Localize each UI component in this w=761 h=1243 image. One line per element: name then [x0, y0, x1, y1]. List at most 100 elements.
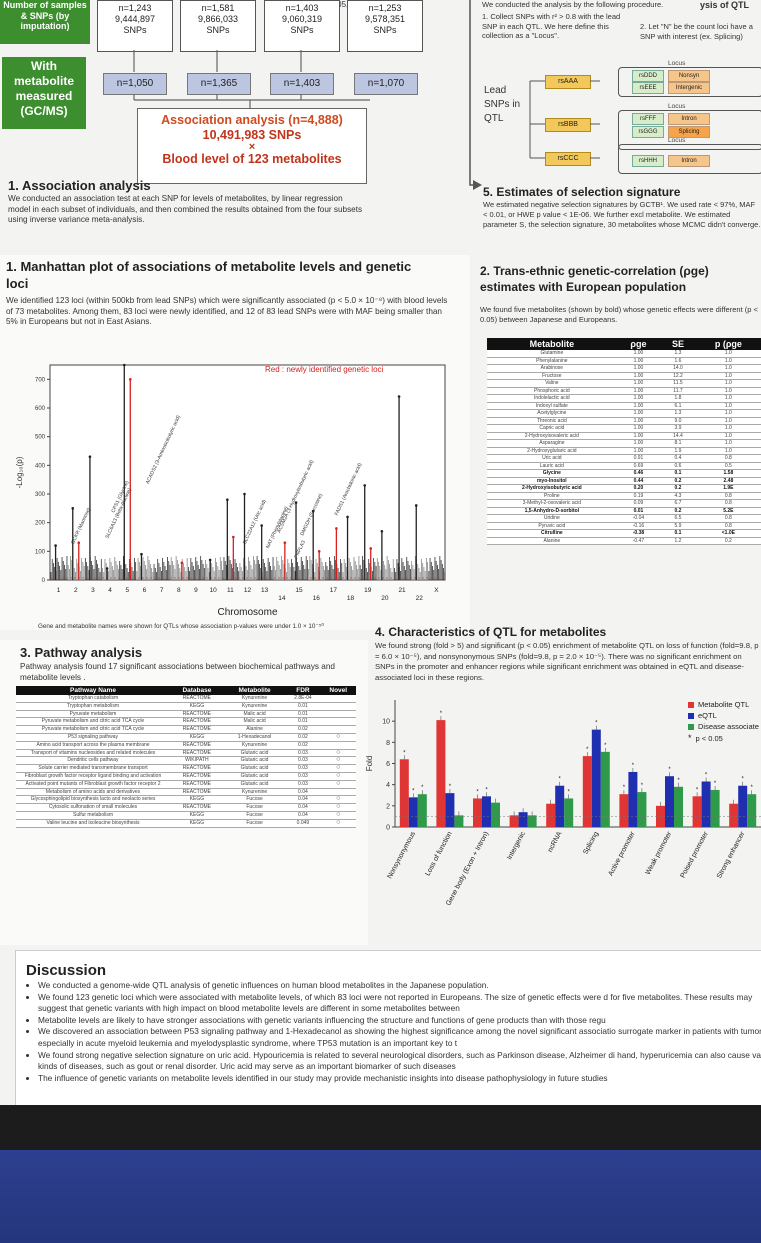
legend-label-disease: Disease associate	[698, 722, 759, 731]
table-cell: 0.1	[660, 469, 696, 478]
table-header-cell: Metabolite	[223, 686, 286, 695]
plot-frame	[49, 364, 446, 581]
association-blood: Blood level of 123 metabolites	[162, 152, 342, 166]
y-tick-label: 400	[35, 463, 46, 469]
locus-box	[618, 144, 761, 174]
locus-annotation: Intron	[668, 113, 710, 125]
sec4-title: 4. Characteristics of QTL for metabolite…	[375, 625, 607, 639]
peak-point	[363, 484, 367, 487]
table-cell: 6.5	[660, 514, 696, 523]
table-cell: 1.00	[616, 432, 661, 440]
table-cell: Arabinose	[487, 364, 617, 373]
significance-star: *	[742, 777, 745, 783]
metabolite-table: Metabolite ρge SE p (ρge Glutamine 1.00 1.3 1.0…	[487, 338, 761, 545]
table-cell: Alanine	[223, 725, 286, 734]
table-row: Pyruvic acid -0.16 5.9 0.8	[487, 522, 761, 530]
discussion-title: Discussion	[26, 962, 107, 979]
poster-board-edge	[0, 1105, 761, 1150]
fold-bar	[637, 792, 647, 827]
table-cell: 1.00	[616, 372, 661, 380]
lead-snp-chip: rsCCC	[545, 152, 591, 166]
fold-bar	[600, 751, 610, 827]
table-row: Pyruvate metabolism and citric acid TCA …	[16, 717, 356, 727]
cohort-n: n=1,581	[201, 3, 235, 13]
table-cell: myo-Inositol	[487, 477, 617, 485]
peak-point	[226, 498, 229, 502]
table-cell: 1.00	[616, 417, 661, 425]
table-cell: 1.00	[616, 350, 661, 358]
table-cell: 1.00	[616, 357, 661, 365]
peak-point	[122, 363, 126, 367]
chr-tick-label: 14	[278, 595, 286, 602]
legend-label-significance: p < 0.05	[695, 733, 723, 743]
fold-bar	[408, 797, 418, 827]
table-cell: Activated point mutants of Fibroblast gr…	[16, 780, 170, 789]
table-cell: REACTOME	[170, 717, 224, 727]
sec2-text: We found five metabolites (shown by bold…	[480, 305, 758, 324]
legend-item-eqtl: eQTL	[688, 711, 759, 720]
peak-point	[208, 558, 212, 562]
chr-tick-label: 22	[416, 595, 424, 602]
cohort-n: n=1,403	[285, 3, 319, 13]
legend-label-mqtl: Metabolite QTL	[698, 700, 750, 709]
table-row: Phosphoric acid 1.00 11.7 1.0	[487, 387, 761, 395]
significance-star: *	[623, 785, 626, 791]
peak-point	[397, 395, 401, 398]
locus-annotation: Intergenic	[668, 82, 710, 94]
significance-star: *	[403, 750, 406, 756]
table-cell: REACTOME	[170, 788, 224, 797]
table-cell: Fucose	[223, 819, 286, 828]
table-cell: Uric acid	[487, 454, 617, 463]
legend-label-eqtl: eQTL	[698, 711, 717, 720]
significance-star: *	[604, 743, 607, 749]
table-cell: REACTOME	[170, 803, 224, 812]
table-cell: <1.0E	[695, 529, 761, 538]
peak-point	[232, 535, 235, 539]
table-row: Proline 0.19 4.3 0.8	[487, 492, 761, 500]
peak-point	[311, 509, 315, 513]
peak-point	[54, 544, 57, 547]
table-cell: KEGG	[170, 733, 224, 742]
table-row: Uridine -0.04 6.5 0.8	[487, 514, 761, 523]
table-row: Cytosolic sulfonation of small molecules…	[16, 803, 356, 812]
table-cell: 1.00	[616, 364, 661, 373]
y-tick-label: 6	[386, 761, 390, 768]
table-cell: KEGG	[170, 819, 224, 828]
table-cell: 0.03	[285, 780, 321, 789]
legend-item-disease: Disease associate	[688, 722, 759, 731]
table-row: Citrulline -0.38 0.1 <1.0E	[487, 529, 761, 538]
peak-point	[369, 547, 373, 550]
table-cell: 1.0	[695, 387, 761, 395]
qtl-header: ysis of QTL	[700, 0, 750, 10]
table-cell: Pyruvic acid	[487, 522, 617, 530]
table-cell: 1.0	[695, 409, 761, 418]
table-cell: 1.0	[695, 402, 761, 410]
table-cell: Malic acid	[223, 710, 286, 719]
peak-point	[380, 529, 384, 533]
significance-star: *	[641, 783, 644, 789]
table-cell: 1.00	[616, 447, 661, 455]
legend-item-mqtl: Metabolite QTL	[688, 700, 759, 709]
y-tick-label: 700	[35, 377, 46, 383]
table-row: Metabolism of amino acids and derivative…	[16, 788, 356, 797]
table-header-cell: Database	[170, 686, 224, 695]
table-cell: 0.8	[695, 522, 761, 530]
table-cell: Citrulline	[487, 529, 617, 538]
table-cell: Kynurenine	[223, 702, 286, 711]
fold-bar	[665, 776, 674, 827]
table-cell: 0.2	[660, 484, 696, 493]
significance-star: *	[568, 789, 571, 795]
fold-bar	[674, 786, 683, 827]
table-cell: Glutaric acid	[223, 749, 286, 758]
table-cell: 0.03	[285, 749, 321, 758]
table-cell: REACTOME	[170, 695, 224, 703]
table-cell: Fucose	[223, 803, 286, 812]
y-tick-label: 100	[35, 549, 46, 555]
table-row: Lauric acid 0.69 0.6 0.5	[487, 462, 761, 470]
table-cell: Indolelactic acid	[487, 394, 617, 403]
table-row: Sulfur metabolism KEGG Fucose 0.04 ○	[16, 811, 356, 820]
table-cell: Threonic acid	[487, 417, 617, 425]
table-cell: Kynurenine	[223, 788, 286, 797]
discussion-bullet: We found strong negative selection signa…	[38, 1050, 761, 1073]
poster: Number of samples & SNPs (by imputation)…	[0, 0, 761, 1135]
